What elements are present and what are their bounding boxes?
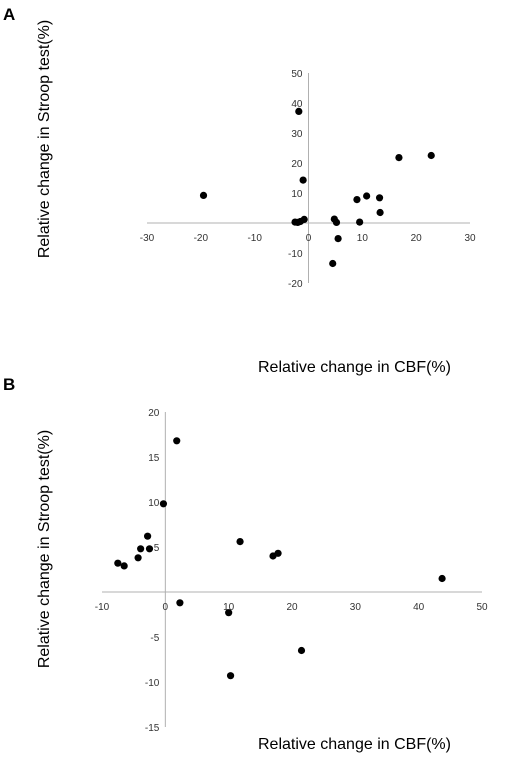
y-tick-label-a: 20 (291, 159, 303, 170)
data-point-a (199, 191, 208, 199)
data-point-b (120, 562, 128, 570)
data-point-b (137, 545, 145, 553)
x-tick-label-a: -20 (194, 233, 209, 244)
y-tick-label-a: 40 (291, 99, 303, 110)
data-point-b (297, 646, 306, 655)
data-point-a (353, 196, 361, 204)
x-tick-label-b: -10 (95, 602, 110, 613)
x-axis-label-a: Relative change in CBF(%) (258, 359, 451, 376)
x-tick-label-a: -30 (140, 233, 155, 244)
data-point-a (375, 194, 384, 202)
y-tick-label-b: -15 (145, 723, 160, 734)
x-tick-label-a: 10 (357, 233, 369, 244)
data-point-b (144, 532, 152, 540)
y-tick-label-a: 50 (291, 69, 303, 80)
x-tick-label-a: 0 (306, 233, 312, 244)
data-point-a (332, 218, 341, 226)
y-tick-label-a: 30 (291, 129, 303, 140)
y-tick-label-a: -10 (288, 249, 303, 260)
y-tick-label-b: -10 (145, 678, 160, 689)
data-point-a (300, 215, 308, 223)
data-point-a (295, 107, 303, 115)
y-tick-label-b: 5 (154, 543, 160, 554)
data-point-b (226, 672, 235, 680)
data-point-a (395, 154, 403, 162)
panel-letter-b: B (3, 375, 16, 394)
data-point-a (427, 151, 435, 160)
panel-a: A Relative change in Stroop test(%) -30-… (3, 5, 476, 376)
x-tick-label-a: 30 (464, 233, 476, 244)
y-tick-label-b: 20 (148, 408, 160, 419)
data-point-b (236, 538, 244, 546)
data-point-a (356, 218, 364, 226)
data-point-a (363, 192, 371, 200)
data-point-b (176, 599, 184, 607)
data-point-b (274, 549, 282, 557)
x-tick-label-b: 50 (476, 602, 488, 613)
data-point-b (225, 609, 233, 617)
y-tick-label-b: 10 (148, 498, 160, 509)
data-point-b (145, 545, 154, 553)
x-tick-label-b: 30 (350, 602, 362, 613)
y-tick-label-b: -5 (150, 633, 159, 644)
data-point-a (376, 208, 384, 217)
data-point-b (134, 554, 142, 562)
x-tick-label-b: 0 (163, 602, 169, 613)
data-point-b (438, 574, 446, 583)
data-point-a (334, 235, 342, 243)
data-point-b (159, 500, 168, 508)
x-tick-label-b: 40 (413, 602, 425, 613)
panel-letter-a: A (3, 5, 16, 24)
data-point-b (114, 559, 122, 567)
data-point-b (173, 437, 181, 445)
x-tick-label-b: 20 (286, 602, 298, 613)
x-tick-label-b: 10 (223, 602, 235, 613)
x-tick-label-a: 20 (411, 233, 423, 244)
data-point-a (329, 259, 337, 268)
y-tick-label-a: -20 (288, 279, 303, 290)
y-tick-label-b: 15 (148, 453, 160, 464)
x-axis-label-b: Relative change in CBF(%) (258, 736, 451, 753)
y-tick-label-a: 10 (291, 189, 303, 200)
data-point-a (299, 176, 307, 184)
x-tick-label-a: -10 (247, 233, 262, 244)
